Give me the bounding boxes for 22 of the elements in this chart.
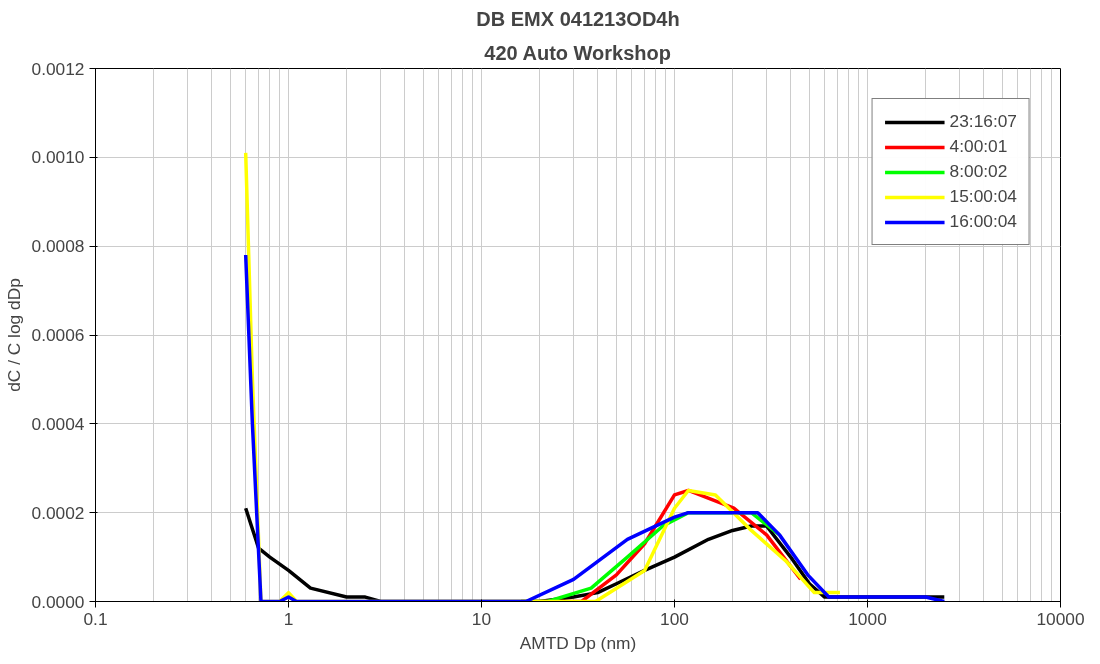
y-tick-label: 0.0012 — [31, 58, 85, 79]
y-tick-label: 0.0002 — [31, 502, 85, 523]
legend-label: 4:00:01 — [949, 136, 1008, 157]
x-tick-label: 0.1 — [83, 608, 108, 629]
y-tick-label: 0.0000 — [31, 591, 85, 612]
x-tick-label: 10000 — [1036, 608, 1085, 629]
chart-title: DB EMX 041213OD4h — [476, 7, 680, 30]
y-tick-label: 0.0006 — [31, 325, 85, 345]
x-tick-label: 1 — [283, 608, 294, 629]
x-axis-title: AMTD Dp (nm) — [519, 632, 637, 653]
x-tick-label: 1000 — [848, 608, 887, 629]
y-tick-label: 0.0008 — [31, 236, 85, 257]
legend-label: 15:00:04 — [949, 186, 1017, 207]
x-tick-label: 10 — [471, 608, 492, 629]
y-tick-label: 0.0010 — [31, 147, 85, 168]
x-tick-label: 100 — [660, 608, 689, 629]
y-tick-label: 0.0004 — [31, 413, 85, 434]
legend-label: 8:00:02 — [949, 161, 1008, 182]
y-axis-title: dC / C log dDp — [3, 278, 24, 392]
legend-label: 16:00:04 — [949, 211, 1017, 232]
chart-subtitle: 420 Auto Workshop — [484, 41, 671, 64]
legend-label: 23:16:07 — [949, 111, 1017, 132]
